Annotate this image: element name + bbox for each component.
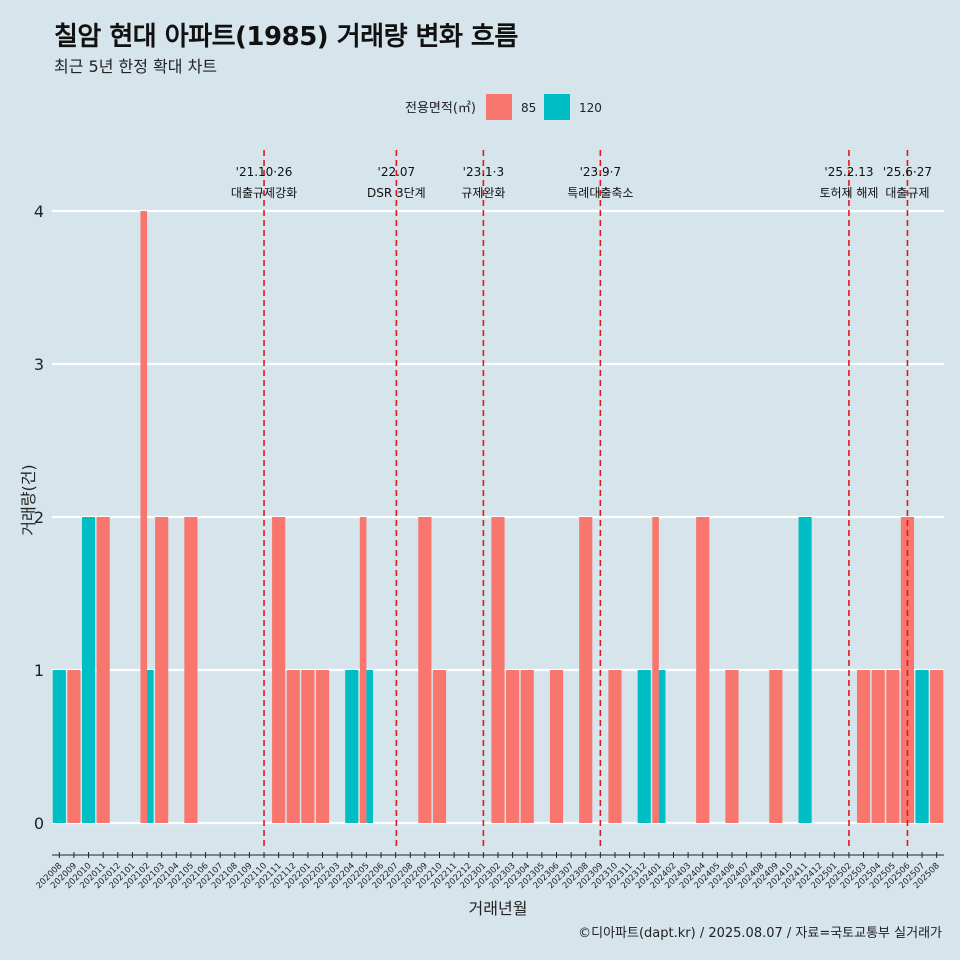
x-axis-title: 거래년월 xyxy=(469,899,528,918)
event-label-1: DSR 3단계 xyxy=(367,186,426,200)
bar-202310-85 xyxy=(608,670,622,823)
y-tick-label-0: 0 xyxy=(34,814,44,833)
bar-202401-120 xyxy=(658,670,666,823)
bar-202102-85 xyxy=(140,211,148,823)
bar-202103-85 xyxy=(155,517,169,823)
bar-202507-120 xyxy=(915,670,929,823)
bar-202306-85 xyxy=(549,670,564,823)
event-label-5: 대출규제 xyxy=(885,186,929,200)
bars xyxy=(52,211,944,823)
event-date-5: '25.6·27 xyxy=(883,165,932,179)
bar-202204-120 xyxy=(345,670,359,823)
event-label-3: 특례대출축소 xyxy=(567,186,633,200)
y-tick-label-4: 4 xyxy=(34,202,44,221)
bar-202112-85 xyxy=(286,670,300,823)
bar-202312-120 xyxy=(637,670,651,823)
event-label-0: 대출규제강화 xyxy=(231,186,297,200)
bar-202409-85 xyxy=(769,670,783,823)
bar-202406-85 xyxy=(725,670,739,823)
bar-202202-85 xyxy=(315,670,330,823)
bar-202205-120 xyxy=(366,670,373,823)
legend-swatch-120 xyxy=(544,94,570,120)
bar-202505-85 xyxy=(886,670,900,823)
bar-202504-85 xyxy=(871,670,885,823)
legend-label-85: 85 xyxy=(521,101,536,115)
bar-202008-120 xyxy=(52,670,66,823)
source-caption: ©디아파트(dapt.kr) / 2025.08.07 / 자료=국토교통부 실… xyxy=(578,926,942,941)
bar-202411-120 xyxy=(798,517,812,823)
bar-202508-85 xyxy=(930,670,944,823)
bar-202303-85 xyxy=(506,670,520,823)
y-axis: 0 1 2 3 4 xyxy=(34,202,44,833)
chart-subtitle: 최근 5년 한정 확대 차트 xyxy=(54,57,218,76)
bar-202503-85 xyxy=(856,670,871,823)
event-date-3: '23.9·7 xyxy=(580,165,621,179)
legend-title: 전용면적(㎡) xyxy=(405,101,476,116)
y-tick-label-1: 1 xyxy=(34,661,44,680)
bar-202302-85 xyxy=(491,517,505,823)
bar-202308-85 xyxy=(579,517,593,823)
bar-202404-85 xyxy=(696,517,710,823)
bar-202209-85 xyxy=(418,517,432,823)
bar-202401-85 xyxy=(652,517,659,823)
event-date-0: '21.10·26 xyxy=(236,165,293,179)
bar-202111-85 xyxy=(272,517,286,823)
bar-202105-85 xyxy=(184,517,198,823)
bar-202304-85 xyxy=(520,670,534,823)
x-axis: 2020082020092020102020112020122021012021… xyxy=(34,852,944,891)
legend-swatch-85 xyxy=(486,94,512,120)
legend-label-120: 120 xyxy=(579,101,602,115)
bar-202205-85 xyxy=(359,517,367,823)
bar-202011-85 xyxy=(96,517,110,823)
bar-202010-120 xyxy=(81,517,96,823)
event-label-4: 토허제 해제 xyxy=(819,186,878,200)
y-axis-title: 거래량(건) xyxy=(19,464,38,535)
event-date-2: '23.1·3 xyxy=(463,165,504,179)
event-date-4: '25.2.13 xyxy=(824,165,873,179)
bar-202201-85 xyxy=(301,670,315,823)
chart-title: 칠암 현대 아파트(1985) 거래량 변화 흐름 xyxy=(54,22,518,52)
event-label-2: 규제완화 xyxy=(461,186,505,200)
bar-202210-85 xyxy=(432,670,447,823)
event-lines: '21.10·26 대출규제강화 '22.07 DSR 3단계 '23.1·3 규제완화 '… xyxy=(231,150,932,848)
event-date-1: '22.07 xyxy=(378,165,416,179)
bar-202102-120 xyxy=(147,670,154,823)
legend: 전용면적(㎡) 85 120 xyxy=(405,94,602,120)
y-tick-label-2: 2 xyxy=(34,508,44,527)
y-tick-label-3: 3 xyxy=(34,355,44,374)
bar-202009-85 xyxy=(67,670,81,823)
